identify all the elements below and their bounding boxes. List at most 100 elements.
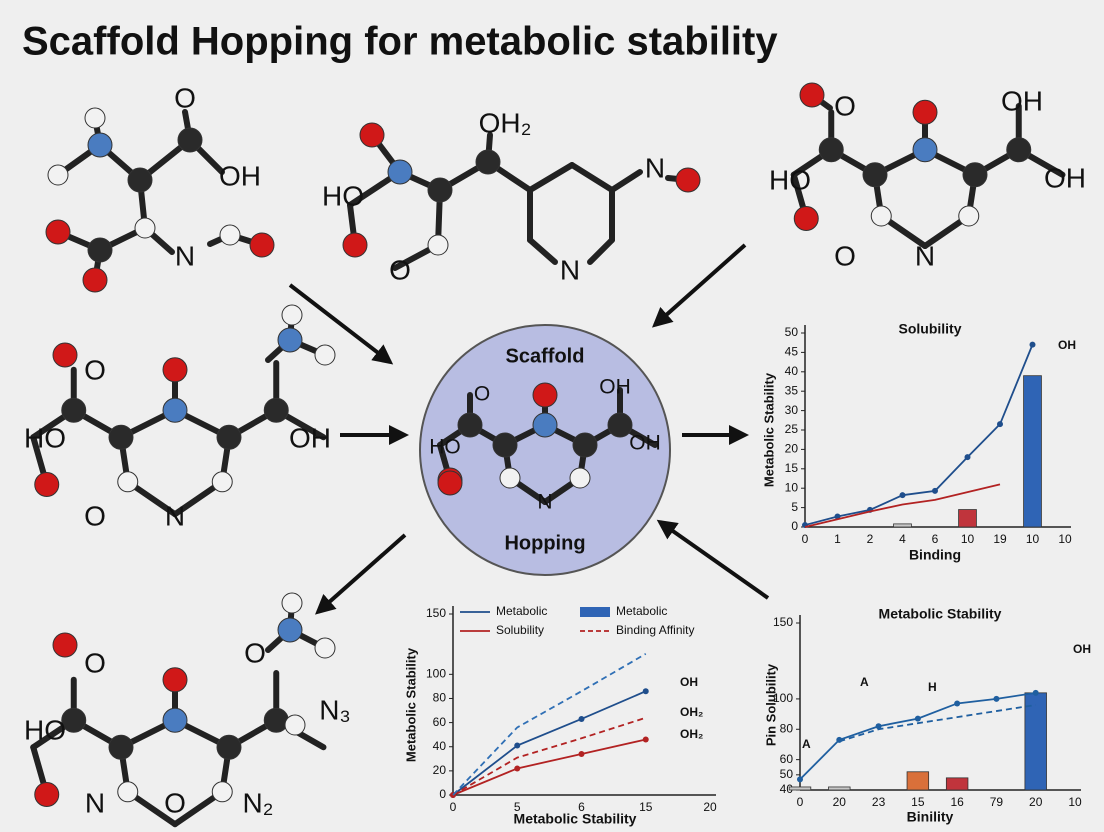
atom [532, 382, 558, 408]
y-tick-label: 80 [780, 721, 794, 735]
bar [893, 523, 912, 528]
atom [117, 471, 139, 493]
line [804, 344, 1034, 526]
atom [216, 734, 242, 760]
y-tick-label: 40 [433, 739, 447, 753]
x-tick-label: 23 [872, 795, 886, 809]
atom [52, 342, 78, 368]
atom [87, 237, 113, 263]
atom [862, 162, 888, 188]
atom-label: N₂ [242, 787, 273, 818]
point [899, 492, 906, 499]
atom [211, 471, 233, 493]
point [514, 742, 521, 749]
annotation: OH [1073, 642, 1091, 656]
legend-label: Metabolic [616, 604, 667, 618]
chart-title: Metabolic Stability [879, 606, 1002, 622]
atom-label: O [244, 637, 266, 668]
x-tick-label: 15 [911, 795, 925, 809]
y-tick-label: 25 [785, 422, 799, 436]
bar [958, 509, 977, 528]
bar [945, 777, 969, 791]
legend-label: Binding Affinity [616, 623, 695, 637]
bond [569, 162, 615, 193]
atom-label: O [174, 82, 196, 113]
line [452, 738, 646, 796]
atom [216, 424, 242, 450]
atom [342, 232, 368, 258]
legend-label: Solubility [496, 623, 544, 637]
y-tick-label: 0 [439, 787, 446, 801]
atom-label: O [474, 383, 490, 406]
point [997, 421, 1003, 428]
center-subtitle: Hopping [504, 532, 585, 554]
atom-label: OH [599, 376, 631, 399]
annotation: A [802, 737, 811, 751]
atom [958, 205, 980, 227]
atom-label: N [165, 500, 185, 531]
arrow [315, 533, 407, 615]
y-tick-label: 60 [433, 715, 447, 729]
atom [793, 206, 819, 231]
line [452, 690, 647, 796]
atom [572, 432, 598, 458]
atom-label: N [537, 491, 552, 514]
atom [263, 707, 289, 733]
atom [359, 122, 385, 148]
point [797, 776, 803, 783]
point [875, 723, 882, 730]
annotation: H [928, 680, 937, 694]
point [836, 736, 843, 743]
y-tick-label: 30 [785, 403, 799, 417]
atom [314, 637, 336, 659]
atom [277, 327, 303, 353]
atom [532, 412, 558, 438]
point [578, 715, 585, 722]
x-tick-label: 10 [1026, 532, 1040, 546]
atom-label: O [389, 254, 411, 285]
atom [912, 99, 938, 125]
atom-label: HO [24, 422, 66, 453]
atom [818, 137, 844, 163]
y-tick-label: 0 [791, 519, 798, 533]
legend-swatch [580, 607, 610, 617]
atom [492, 432, 518, 458]
atom-label: N [85, 787, 105, 818]
x-tick-label: 5 [514, 800, 521, 814]
point [514, 765, 521, 772]
bond [609, 169, 643, 193]
atom [427, 234, 449, 256]
scaffold-circle [419, 324, 671, 576]
atom [82, 267, 108, 293]
atom [211, 781, 233, 803]
y-tick-label: 40 [785, 364, 799, 378]
y-tick-label: 50 [785, 325, 799, 339]
atom [61, 707, 87, 733]
atom-label: OH [1044, 162, 1086, 193]
atom-label: N [645, 152, 665, 183]
atom [387, 159, 413, 185]
chart: 0 20 40 60 80 100 150 0 5 6 15 20 Metabolic Stabilit… [403, 604, 717, 827]
y-axis-label: Pin Solubility [763, 663, 778, 746]
y-tick-label: 5 [791, 500, 798, 514]
legend-label: Metabolic [496, 604, 547, 618]
x-tick-label: 6 [578, 800, 585, 814]
y-tick-label: 100 [426, 667, 446, 681]
atom [249, 232, 275, 258]
point [954, 700, 961, 707]
bar [906, 771, 930, 791]
center-title: Scaffold [506, 345, 585, 367]
annotation: OH [1058, 338, 1076, 352]
atom [127, 167, 153, 193]
y-tick-label: 150 [773, 615, 793, 629]
atom [499, 467, 521, 489]
atom-label: N [915, 240, 935, 271]
atom-label: O [164, 787, 186, 818]
arrow [656, 519, 770, 600]
x-tick-label: 16 [950, 795, 964, 809]
point [932, 487, 938, 494]
y-tick-label: 15 [785, 461, 799, 475]
